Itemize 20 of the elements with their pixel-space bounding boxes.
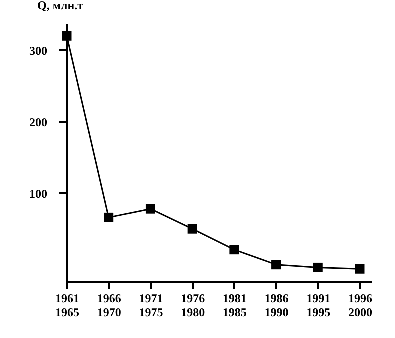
point — [355, 264, 365, 274]
point — [146, 204, 156, 214]
point — [104, 212, 114, 222]
y-tick-label: 100 — [30, 186, 48, 201]
y-tick-label: 200 — [30, 115, 48, 130]
x-tick-label: 1971 1975 — [139, 292, 164, 320]
point — [272, 260, 282, 270]
x-tick-label: 1976 1980 — [181, 292, 206, 320]
point — [188, 224, 198, 234]
point — [230, 245, 240, 255]
point — [62, 31, 72, 41]
x-tick-label: 1981 1985 — [222, 292, 247, 320]
y-tick-label: 300 — [30, 44, 48, 58]
x-tick-label: 1966 1970 — [97, 292, 122, 320]
x-tick-label: 1986 1990 — [264, 292, 289, 320]
point — [313, 262, 323, 272]
x-tick-label: 1996 2000 — [348, 292, 372, 320]
x-tick-label: 1961 1965 — [56, 292, 80, 320]
y-axis-title: Q, млн.т — [38, 0, 84, 12]
x-tick-label: 1991 1995 — [306, 292, 331, 320]
